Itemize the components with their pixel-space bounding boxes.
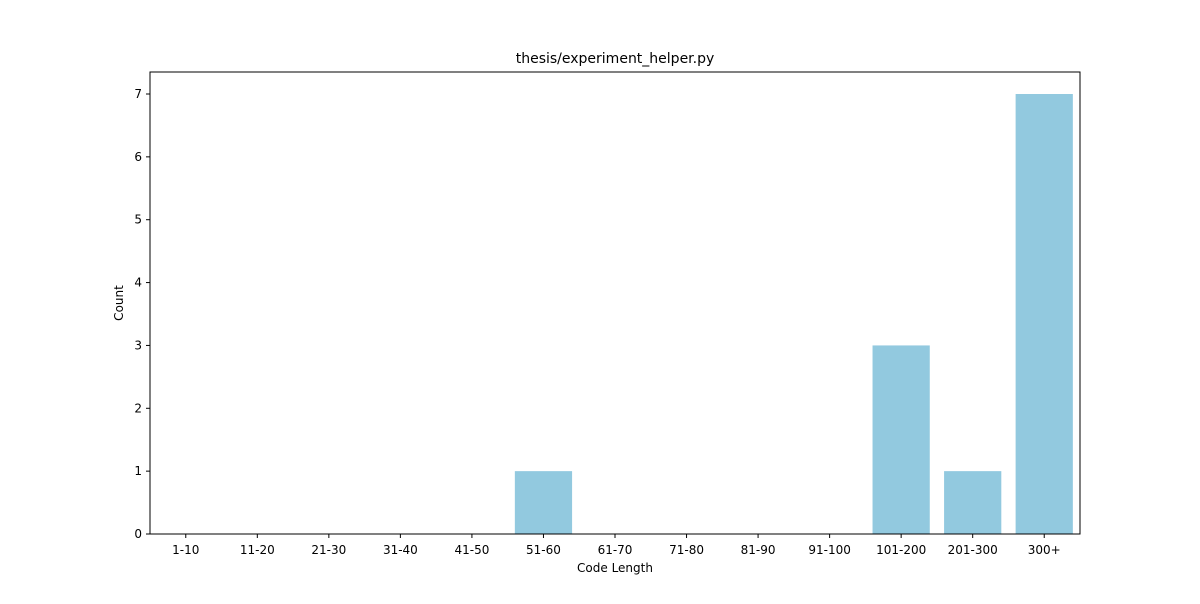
y-tick-label: 2 [134,401,142,415]
x-tick-label: 51-60 [526,543,561,557]
x-tick-label: 201-300 [948,543,998,557]
x-axis-label: Code Length [577,561,653,575]
y-tick-label: 3 [134,338,142,352]
y-tick-label: 0 [134,527,142,541]
x-tick-label: 71-80 [669,543,704,557]
bar-201-300 [944,471,1002,534]
y-axis-label: Count [112,285,126,321]
x-tick-label: 41-50 [454,543,489,557]
bar-300+ [1015,94,1073,534]
y-tick-label: 1 [134,464,142,478]
y-tick-label: 6 [134,150,142,164]
x-tick-label: 31-40 [383,543,418,557]
x-tick-label: 300+ [1028,543,1061,557]
x-tick-label: 101-200 [876,543,926,557]
y-tick-label: 5 [134,213,142,227]
bar-51-60 [514,471,573,534]
x-tick-label: 21-30 [311,543,346,557]
bar-101-200 [872,345,930,534]
bars-layer [514,94,1073,534]
x-tick-label: 1-10 [172,543,199,557]
x-tick-label: 11-20 [240,543,275,557]
chart-title: thesis/experiment_helper.py [516,51,715,67]
x-tick-label: 61-70 [598,543,633,557]
x-tick-label: 91-100 [808,543,851,557]
y-tick-label: 4 [134,276,142,290]
y-tick-label: 7 [134,87,142,101]
x-tick-label: 81-90 [741,543,776,557]
plot-area-frame [149,71,1081,535]
ticks-layer: 1-10 11-20 21-30 31-40 41-50 51-60 61-70 71-80 8… [134,87,1060,557]
